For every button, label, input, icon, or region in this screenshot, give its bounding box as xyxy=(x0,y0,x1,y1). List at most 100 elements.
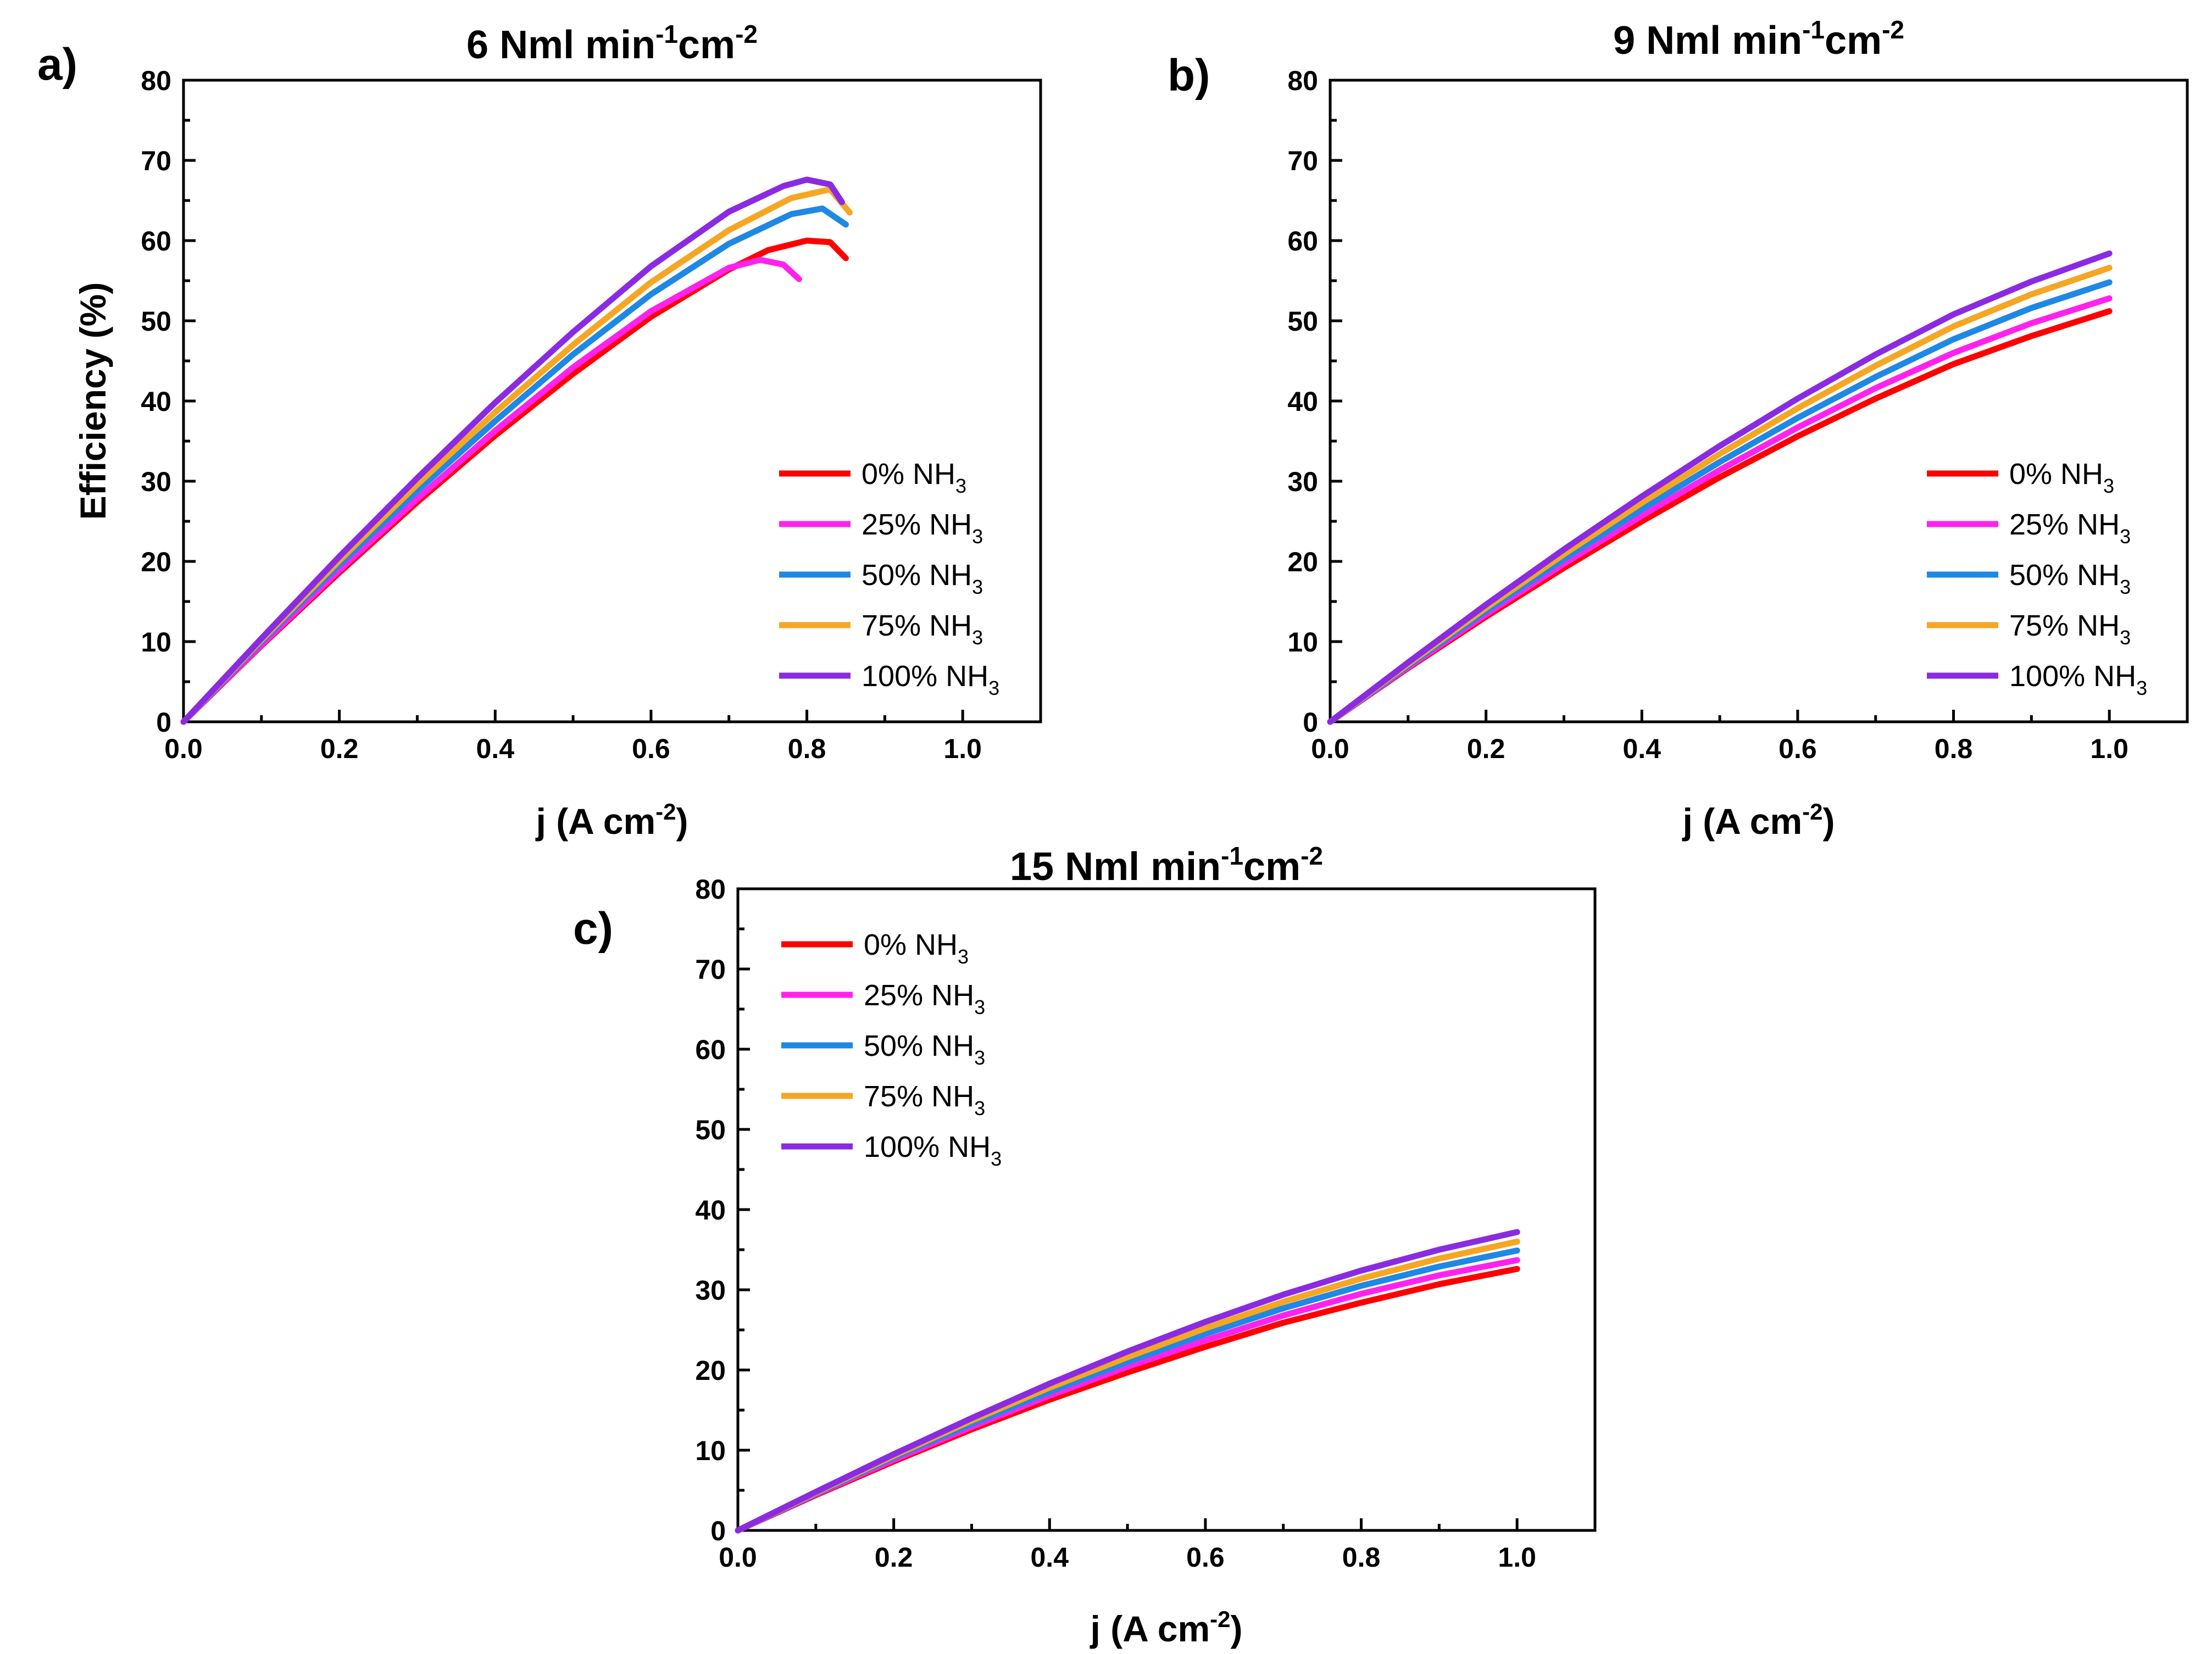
y-tick-label: 10 xyxy=(1287,627,1318,658)
y-tick-label: 10 xyxy=(695,1435,726,1466)
series-line-3 xyxy=(180,205,849,725)
legend-label: 75% NH3 xyxy=(864,1080,985,1120)
chart-title-sup: -1 xyxy=(655,20,678,48)
x-axis-label-main: j (A cm xyxy=(1682,801,1803,842)
x-axis-label-main: j (A cm xyxy=(1090,1608,1210,1649)
y-tick-label: 70 xyxy=(695,954,726,985)
legend-label-main: 100% NH xyxy=(862,660,988,693)
chart-panel-b: b)9 Nml min-1cm-20.0 0.2 0.4 0.6 0.8 1.001020… xyxy=(1168,15,2189,842)
chart-title-sup: -1 xyxy=(1802,15,1825,44)
x-tick-label: 0.6 xyxy=(1186,1542,1225,1573)
x-axis-label-end: ) xyxy=(1230,1608,1242,1649)
y-tick-label: 20 xyxy=(1287,547,1318,577)
x-tick-label: 1.0 xyxy=(2090,733,2128,764)
legend-label-main: 75% NH xyxy=(862,609,972,642)
series-line-5 xyxy=(1327,250,2113,725)
y-tick-label: 50 xyxy=(141,306,171,337)
x-tick-label: 0.8 xyxy=(1935,733,1973,764)
x-axis-label: j (A cm-2) xyxy=(1090,1606,1243,1649)
panel-label: a) xyxy=(37,40,77,90)
legend-label: 50% NH3 xyxy=(864,1029,985,1069)
y-tick-label: 80 xyxy=(695,874,726,905)
x-tick-label: 0.8 xyxy=(1342,1542,1381,1573)
legend-label-sub: 3 xyxy=(974,1046,985,1069)
series-line-1 xyxy=(180,237,849,725)
chart-title-sup: -1 xyxy=(1221,842,1243,870)
legend-label-main: 0% NH xyxy=(2009,458,2103,491)
panel-label: b) xyxy=(1168,51,1210,101)
y-tick-label: 50 xyxy=(1287,306,1318,337)
legend-label: 100% NH3 xyxy=(864,1130,1002,1170)
y-tick-label: 30 xyxy=(695,1275,726,1306)
series-line-5 xyxy=(735,1229,1520,1534)
series-line-5 xyxy=(180,176,845,725)
y-tick-label: 0 xyxy=(156,707,171,738)
x-axis-label: j (A cm-2) xyxy=(535,799,688,842)
legend-label: 50% NH3 xyxy=(862,559,983,598)
x-axis-label: j (A cm-2) xyxy=(1682,799,1835,842)
panel-label: c) xyxy=(573,904,613,954)
x-tick-label: 0.2 xyxy=(1467,733,1505,764)
legend-label-main: 50% NH xyxy=(2009,559,2120,592)
x-tick-label: 1.0 xyxy=(943,733,982,764)
legend-label-sub: 3 xyxy=(958,945,969,968)
legend-label: 50% NH3 xyxy=(2009,559,2131,598)
chart-title: 15 Nml min-1cm-2 xyxy=(1010,842,1323,889)
chart-title-main: 9 Nml min xyxy=(1613,19,1802,63)
x-tick-label: 0.6 xyxy=(1779,733,1817,764)
legend-label: 25% NH3 xyxy=(864,979,985,1018)
legend-label-sub: 3 xyxy=(972,576,983,598)
y-tick-label: 40 xyxy=(695,1195,726,1226)
legend-label: 0% NH3 xyxy=(862,458,966,497)
x-tick-label: 0.0 xyxy=(719,1542,757,1573)
legend-label-main: 75% NH xyxy=(2009,609,2120,642)
x-tick-label: 0.6 xyxy=(632,733,670,764)
y-tick-label: 0 xyxy=(1303,707,1318,738)
x-tick-label: 0.4 xyxy=(1623,733,1661,764)
legend-label-sub: 3 xyxy=(2120,525,2131,548)
chart-title-unit: cm xyxy=(1243,845,1300,889)
legend-label: 0% NH3 xyxy=(864,928,969,968)
legend-label: 75% NH3 xyxy=(862,609,983,649)
y-tick-label: 70 xyxy=(1287,146,1318,176)
legend-label-sub: 3 xyxy=(2120,626,2131,649)
y-tick-label: 40 xyxy=(141,386,171,417)
series-line-1 xyxy=(735,1266,1520,1534)
x-axis-label-sup: -2 xyxy=(655,799,676,825)
chart-title-main: 6 Nml min xyxy=(466,23,655,67)
chart-title: 6 Nml min-1cm-2 xyxy=(466,20,758,67)
y-tick-label: 20 xyxy=(695,1355,726,1386)
legend-label-main: 0% NH xyxy=(864,928,958,961)
series-line-2 xyxy=(180,257,802,725)
legend-label-main: 75% NH xyxy=(864,1080,974,1113)
x-tick-label: 1.0 xyxy=(1498,1542,1536,1573)
series-line-2 xyxy=(1327,295,2113,725)
x-axis-label-sup: -2 xyxy=(1210,1606,1230,1632)
x-axis-label-end: ) xyxy=(1822,801,1835,842)
series-line-2 xyxy=(735,1257,1520,1534)
x-tick-label: 0.2 xyxy=(875,1542,913,1573)
legend-label: 75% NH3 xyxy=(2009,609,2131,649)
y-tick-label: 60 xyxy=(695,1034,726,1065)
legend-label-sub: 3 xyxy=(988,677,999,699)
legend-label-sub: 3 xyxy=(2136,677,2147,699)
legend-label-sub: 3 xyxy=(2120,576,2131,598)
legend-label-sub: 3 xyxy=(991,1148,1002,1170)
x-axis-label-sup: -2 xyxy=(1802,799,1822,825)
legend-label-main: 100% NH xyxy=(2009,660,2136,693)
chart-title: 9 Nml min-1cm-2 xyxy=(1613,15,1904,63)
y-tick-label: 50 xyxy=(695,1115,726,1145)
chart-title-sup: -2 xyxy=(735,20,758,48)
legend-label-main: 25% NH xyxy=(864,979,974,1012)
chart-title-unit: cm xyxy=(678,23,735,67)
legend-label-main: 25% NH xyxy=(2009,508,2120,541)
legend-label-main: 50% NH xyxy=(864,1029,974,1062)
legend-label: 0% NH3 xyxy=(2009,458,2114,497)
chart-panel-c: c)15 Nml min-1cm-20.0 0.2 0.4 0.6 0.8 1.00102… xyxy=(573,842,1597,1649)
x-tick-label: 0.8 xyxy=(788,733,826,764)
legend-label-main: 25% NH xyxy=(862,508,972,541)
y-tick-label: 80 xyxy=(1287,65,1318,96)
